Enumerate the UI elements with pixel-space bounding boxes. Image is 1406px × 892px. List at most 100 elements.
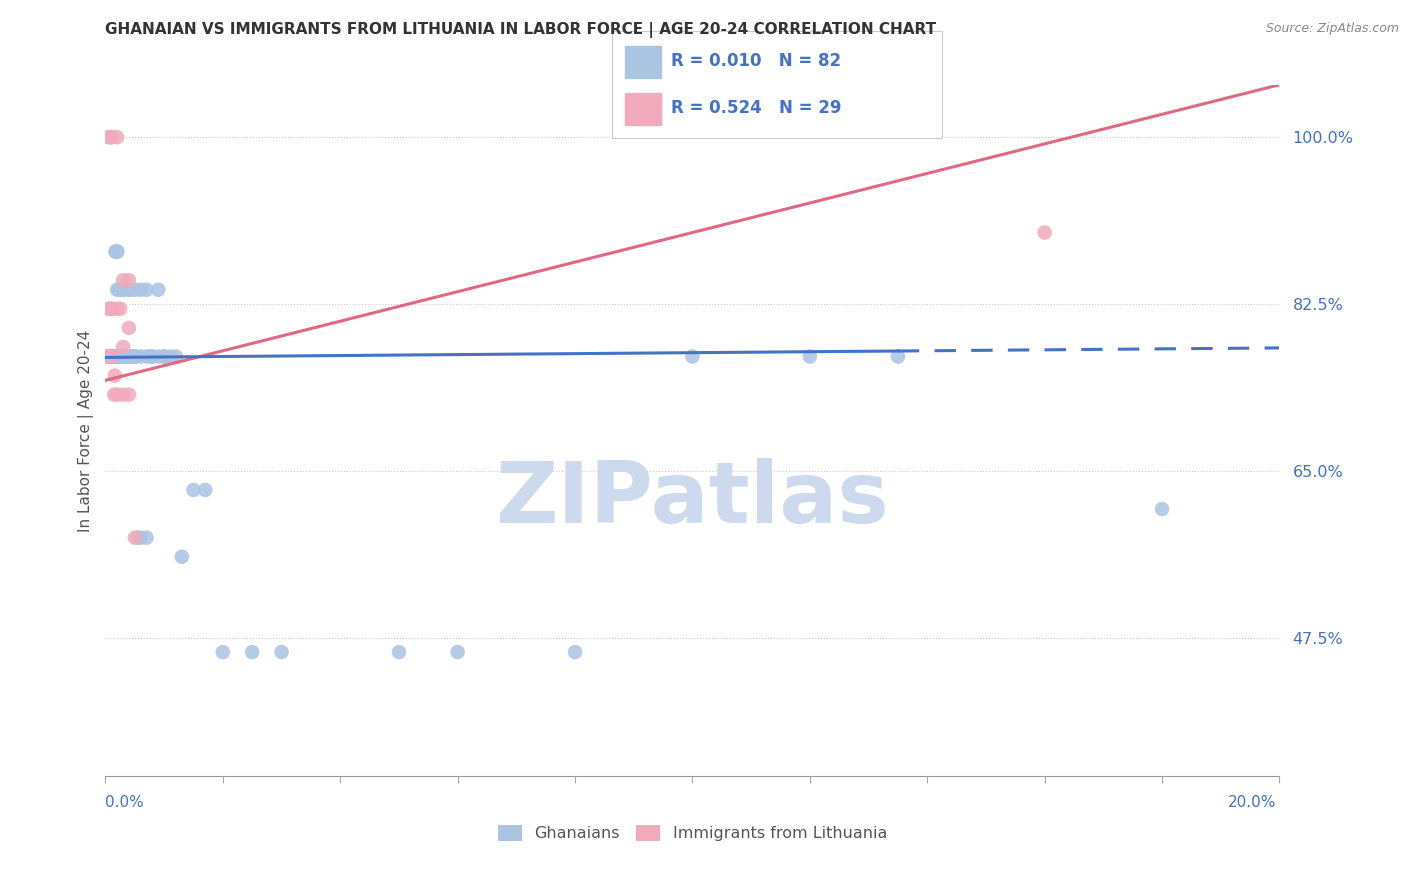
Point — [118, 350, 141, 364]
Point — [100, 350, 122, 364]
Point — [100, 350, 122, 364]
Point — [148, 350, 170, 364]
Point — [211, 645, 233, 659]
Point — [98, 130, 121, 145]
Point — [118, 387, 141, 401]
Point — [105, 350, 128, 364]
Point — [112, 350, 135, 364]
Point — [129, 350, 152, 364]
Point — [112, 350, 135, 364]
Point — [97, 350, 120, 364]
Point — [105, 350, 128, 364]
Point — [564, 645, 586, 659]
Point — [124, 531, 146, 545]
Point — [104, 244, 127, 259]
Point — [115, 350, 138, 364]
Point — [124, 350, 146, 364]
Point — [124, 350, 146, 364]
Point — [105, 244, 128, 259]
Point — [170, 549, 193, 564]
Point — [121, 350, 143, 364]
Point — [153, 350, 176, 364]
Point — [98, 350, 121, 364]
Point — [799, 350, 821, 364]
Point — [105, 130, 128, 145]
Point — [103, 350, 125, 364]
Point — [108, 301, 131, 316]
Point — [97, 350, 120, 364]
Point — [101, 350, 124, 364]
Text: R = 0.524   N = 29: R = 0.524 N = 29 — [671, 99, 842, 117]
Point — [135, 531, 157, 545]
Point — [100, 301, 122, 316]
Point — [104, 368, 127, 383]
Point — [105, 244, 128, 259]
Text: 0.0%: 0.0% — [105, 796, 145, 810]
Point — [105, 283, 128, 297]
Point — [97, 350, 120, 364]
Point — [1033, 226, 1056, 240]
Point — [446, 645, 468, 659]
Point — [100, 350, 122, 364]
Text: Source: ZipAtlas.com: Source: ZipAtlas.com — [1265, 22, 1399, 36]
Point — [105, 350, 128, 364]
Point — [112, 273, 135, 287]
Point — [135, 350, 157, 364]
Point — [270, 645, 292, 659]
Point — [138, 350, 160, 364]
Point — [105, 387, 128, 401]
Text: ZIPatlas: ZIPatlas — [495, 458, 890, 541]
Point — [118, 321, 141, 335]
Point — [98, 301, 121, 316]
Point — [124, 350, 146, 364]
Point — [118, 350, 141, 364]
Point — [100, 350, 122, 364]
Point — [120, 350, 142, 364]
Point — [112, 350, 135, 364]
Point — [100, 350, 122, 364]
Legend: Ghanaians, Immigrants from Lithuania: Ghanaians, Immigrants from Lithuania — [492, 818, 893, 847]
Point — [97, 130, 120, 145]
Point — [118, 273, 141, 287]
Point — [103, 350, 125, 364]
Point — [100, 350, 122, 364]
Point — [194, 483, 217, 497]
Point — [104, 350, 127, 364]
Point — [112, 387, 135, 401]
Point — [112, 340, 135, 354]
Point — [153, 350, 176, 364]
Point — [103, 387, 125, 401]
Point — [127, 531, 149, 545]
Text: GHANAIAN VS IMMIGRANTS FROM LITHUANIA IN LABOR FORCE | AGE 20-24 CORRELATION CHA: GHANAIAN VS IMMIGRANTS FROM LITHUANIA IN… — [105, 22, 936, 38]
Point — [97, 350, 120, 364]
Point — [141, 350, 163, 364]
Point — [101, 350, 124, 364]
Point — [103, 350, 125, 364]
Bar — [624, 46, 661, 78]
Point — [129, 283, 152, 297]
Point — [124, 283, 146, 297]
Bar — [624, 94, 661, 126]
Point — [100, 350, 122, 364]
Y-axis label: In Labor Force | Age 20-24: In Labor Force | Age 20-24 — [79, 329, 94, 532]
Point — [112, 283, 135, 297]
Point — [100, 350, 122, 364]
Point — [98, 350, 121, 364]
Point — [887, 350, 910, 364]
Point — [100, 301, 122, 316]
Point — [240, 645, 263, 659]
Text: 20.0%: 20.0% — [1229, 796, 1277, 810]
Point — [118, 283, 141, 297]
Point — [105, 301, 128, 316]
Point — [108, 283, 131, 297]
Point — [388, 645, 411, 659]
Point — [141, 350, 163, 364]
Point — [108, 350, 131, 364]
Text: R = 0.010   N = 82: R = 0.010 N = 82 — [671, 53, 841, 70]
Point — [124, 350, 146, 364]
Point — [112, 283, 135, 297]
Point — [100, 350, 122, 364]
Point — [100, 350, 122, 364]
Point — [100, 130, 122, 145]
Point — [148, 283, 170, 297]
